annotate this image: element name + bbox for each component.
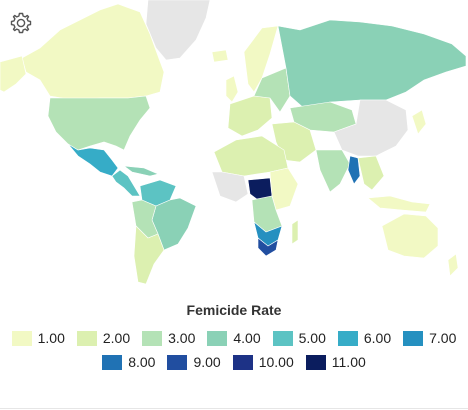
legend-item: 1.00	[11, 330, 65, 346]
legend-swatch	[403, 330, 424, 346]
legend-swatch	[337, 330, 358, 346]
legend-swatch	[102, 354, 123, 370]
indonesia	[367, 195, 431, 213]
madagascar	[291, 219, 299, 245]
legend-swatch	[11, 330, 32, 346]
legend-swatch	[167, 354, 188, 370]
legend-item: 11.00	[305, 354, 366, 370]
divider	[0, 408, 468, 409]
south-africa	[257, 237, 279, 257]
legend-label: 5.00	[298, 330, 326, 346]
legend-label: 6.00	[363, 330, 392, 346]
legend-item: 4.00	[207, 330, 261, 346]
legend-row-2: 8.00 9.00 10.00 11.00	[0, 354, 468, 370]
iceland	[211, 49, 229, 63]
legend-title: Femicide Rate	[186, 302, 282, 318]
legend-item: 10.00	[232, 354, 294, 370]
legend-swatch	[305, 354, 326, 370]
scandinavia	[243, 25, 279, 93]
russia	[277, 19, 467, 111]
west-africa	[211, 171, 249, 203]
legend-label: 1.00	[37, 330, 65, 346]
uk	[225, 75, 239, 103]
japan	[411, 109, 427, 135]
australia	[381, 213, 439, 259]
legend-item: 9.00	[167, 354, 221, 370]
legend-label: 10.00	[258, 354, 294, 370]
world-map	[0, 0, 467, 285]
canada	[21, 3, 165, 101]
central-america	[111, 169, 141, 197]
legend-item: 2.00	[76, 330, 131, 346]
legend-swatch	[272, 330, 293, 346]
legend-label: 11.00	[331, 354, 366, 370]
legend-label: 3.00	[168, 330, 196, 346]
legend-row-1: 1.00 2.00 3.00 4.00 5.00 6.00 7.00	[0, 330, 468, 346]
western-europe	[227, 95, 273, 137]
legend-swatch	[232, 354, 253, 370]
legend-label: 4.00	[233, 330, 261, 346]
legend-label: 8.00	[128, 354, 156, 370]
gear-icon[interactable]	[9, 11, 33, 35]
myanmar	[347, 155, 361, 185]
legend-item: 3.00	[142, 330, 195, 346]
legend-item: 8.00	[102, 354, 155, 370]
legend-swatch	[142, 330, 163, 346]
alaska	[0, 55, 27, 93]
southeast-asia	[357, 155, 385, 191]
legend-item: 5.00	[272, 330, 326, 346]
india	[315, 149, 351, 193]
legend-label: 2.00	[102, 330, 131, 346]
legend-item: 7.00	[403, 330, 456, 346]
legend-item: 6.00	[337, 330, 392, 346]
caribbean	[122, 165, 159, 177]
legend-label: 7.00	[429, 330, 457, 346]
mexico	[67, 143, 119, 177]
argentina-chile	[133, 225, 165, 285]
china	[333, 99, 409, 157]
legend-swatch	[207, 330, 228, 346]
new-zealand	[447, 253, 459, 277]
usa	[47, 95, 151, 151]
legend-label: 9.00	[193, 354, 221, 370]
legend-swatch	[76, 330, 97, 346]
